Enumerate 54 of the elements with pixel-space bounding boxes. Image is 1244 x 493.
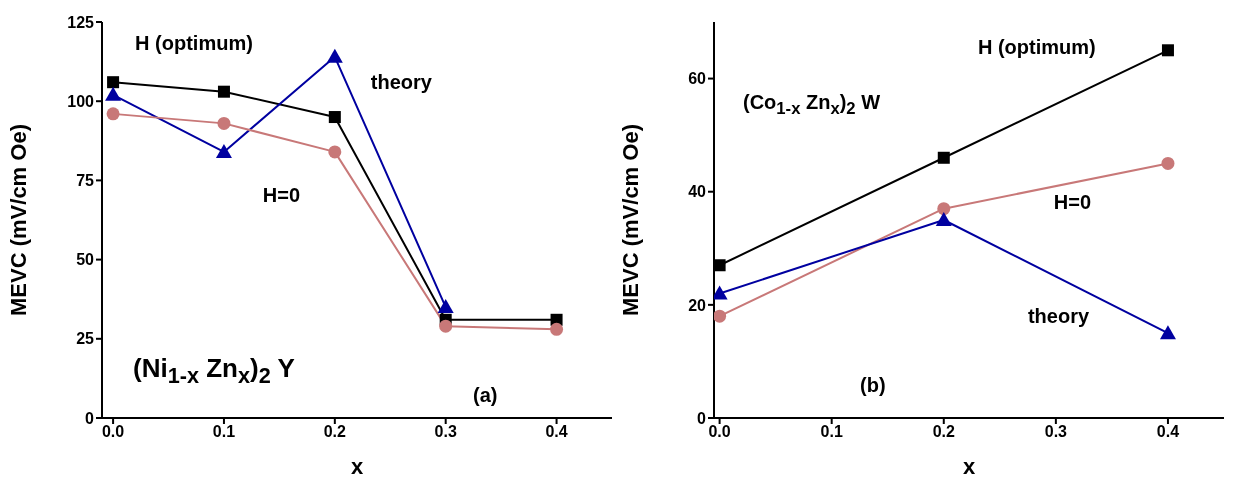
point (714, 309, 727, 323)
point (1161, 44, 1174, 57)
y-tick-label: 125 (67, 13, 95, 31)
x-tick-label: 0.1 (820, 423, 843, 441)
y-tick-label: 100 (67, 92, 95, 110)
point (215, 143, 232, 158)
series-label: H (optimum) (977, 36, 1096, 59)
point (328, 145, 342, 159)
y-tick-label: 75 (76, 172, 95, 190)
point (107, 76, 120, 89)
x-axis-title: x (962, 454, 976, 479)
x-tick-label: 0.0 (101, 423, 125, 441)
point (550, 322, 564, 336)
y-tick-label: 25 (76, 330, 95, 348)
x-tick-label: 0.4 (545, 423, 568, 441)
point (106, 107, 120, 121)
annotation: (Co$_{1-x}$ Zn$_{x}$)$_{2}$ W (743, 90, 881, 119)
point (714, 259, 726, 272)
point (437, 299, 454, 314)
point (1161, 156, 1175, 170)
point (217, 116, 231, 130)
point (937, 202, 951, 216)
series-label: H=0 (262, 183, 301, 206)
x-tick-label: 0.3 (1044, 423, 1068, 441)
x-tick-label: 0.1 (212, 423, 236, 441)
point (439, 319, 453, 333)
series-label: H (optimum) (135, 32, 253, 55)
x-axis-title: x (350, 454, 364, 479)
y-tick-label: 60 (688, 70, 707, 88)
point (217, 85, 230, 98)
x-tick-label: 0.2 (323, 423, 347, 441)
annotation: (b) (860, 373, 886, 397)
y-axis-title: MEVC (mV/cm Oe) (617, 124, 643, 316)
point (935, 212, 952, 226)
x-tick-label: 0.3 (434, 423, 457, 441)
y-tick-label: 0 (85, 409, 95, 427)
y-axis-title: MEVC (mV/cm Oe) (5, 124, 31, 316)
y-tick-label: 50 (76, 251, 95, 269)
series-label: theory (370, 70, 433, 93)
point (326, 48, 343, 63)
point (105, 86, 122, 101)
point (1159, 325, 1176, 340)
y-tick-label: 20 (688, 296, 707, 314)
point (937, 151, 950, 164)
series-label: theory (1027, 305, 1090, 328)
x-tick-label: 0.2 (932, 423, 955, 441)
annotation: (Ni$_{1-x}$ Zn$_{x}$)$_{2}$ Y (133, 353, 295, 390)
series-label: H=0 (1053, 190, 1092, 213)
x-tick-label: 0.0 (708, 423, 731, 441)
y-tick-label: 0 (697, 409, 707, 427)
annotation: (a) (473, 383, 498, 407)
y-tick-label: 40 (688, 183, 707, 201)
point (328, 111, 341, 124)
x-tick-label: 0.4 (1156, 423, 1180, 441)
